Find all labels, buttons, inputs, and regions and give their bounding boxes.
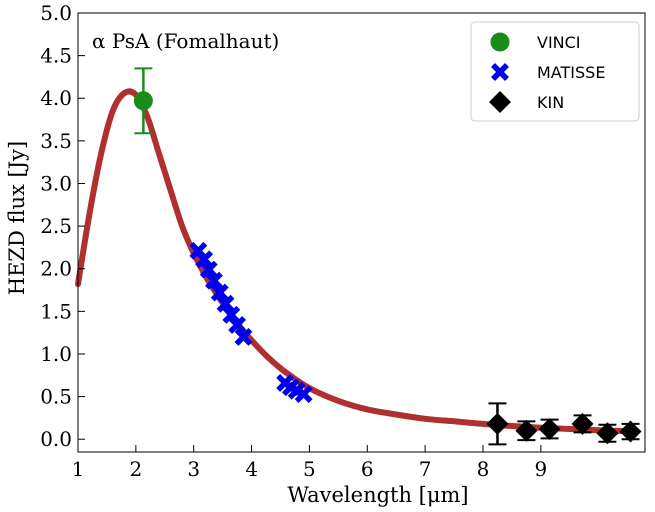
y-tick-label: 1.5 [40,299,72,323]
y-tick-label: 1.0 [40,342,72,366]
x-tick-label: 2 [129,457,142,481]
kin-point [619,420,642,443]
model-curve-layer [75,88,631,435]
matisse-point [228,316,247,334]
legend-vinci-marker [490,32,510,52]
matisse-point [210,283,229,302]
x-tick-label: 7 [419,457,432,481]
y-tick-label: 3.5 [40,129,72,153]
model-curve [75,88,631,435]
matisse-point [195,250,214,269]
target-annotation: α PsA (Fomalhaut) [92,29,279,53]
kin-point [515,419,538,442]
kin-point [596,422,619,445]
kin-point [571,412,594,435]
x-tick-label: 4 [245,457,258,481]
matisse-point-stroke-b [195,250,214,269]
y-tick-label: 5.0 [40,1,72,25]
legend-vinci-label: VINCI [537,33,581,52]
kin-point [486,412,509,435]
matisse-point [205,271,223,290]
legend-kin-marker [489,91,511,113]
y-tick-label: 0.0 [40,427,72,451]
x-axis-label: Wavelength [μm] [287,483,468,507]
x-tick-label: 9 [534,457,547,481]
legend-matisse-marker [491,63,509,81]
legend-matisse-label: MATISSE [537,63,605,82]
y-tick-label: 2.0 [40,257,72,281]
y-tick-label: 3.0 [40,171,72,195]
kin-point [538,417,561,440]
y-axis-label: HEZD flux [Jy] [5,141,29,295]
matisse-point-stroke-b [205,271,223,290]
y-tick-label: 4.5 [40,44,72,68]
matisse-point [199,260,218,279]
legend: VINCI MATISSE KIN [470,21,640,122]
legend-box [470,21,640,122]
matisse-point-stroke-b [210,283,229,302]
matisse-point-stroke-b [234,327,253,346]
matisse-point-stroke-b [189,241,208,260]
vinci-point [133,91,153,111]
matisse-point-stroke-b [228,316,247,334]
matisse-point [234,327,253,346]
matisse-point [216,294,235,313]
x-tick-label: 8 [477,457,490,481]
y-tick-label: 0.5 [40,385,72,409]
matisse-point-stroke-b [216,294,235,313]
y-tick-label: 4.0 [40,86,72,110]
x-tick-label: 1 [72,457,85,481]
x-tick-label: 6 [361,457,374,481]
legend-matisse-marker-stroke-b [491,63,509,81]
y-tick-label: 2.5 [40,214,72,238]
axes: 1 2 3 4 5 6 7 8 9 0.0 0.5 1.0 1.5 2.0 2.5 3.0 3.5 4.0 4.5 5… [40,1,646,481]
matisse-point-stroke-b [294,385,313,403]
plot-frame [77,12,646,453]
matisse-point [294,385,313,403]
legend-kin-label: KIN [537,93,564,112]
x-tick-label: 5 [303,457,316,481]
matisse-point-stroke-b [199,260,218,279]
x-tick-label: 3 [187,457,200,481]
data-points-layer [133,67,642,446]
matisse-point-stroke-b [222,305,241,324]
matisse-point [222,305,241,324]
